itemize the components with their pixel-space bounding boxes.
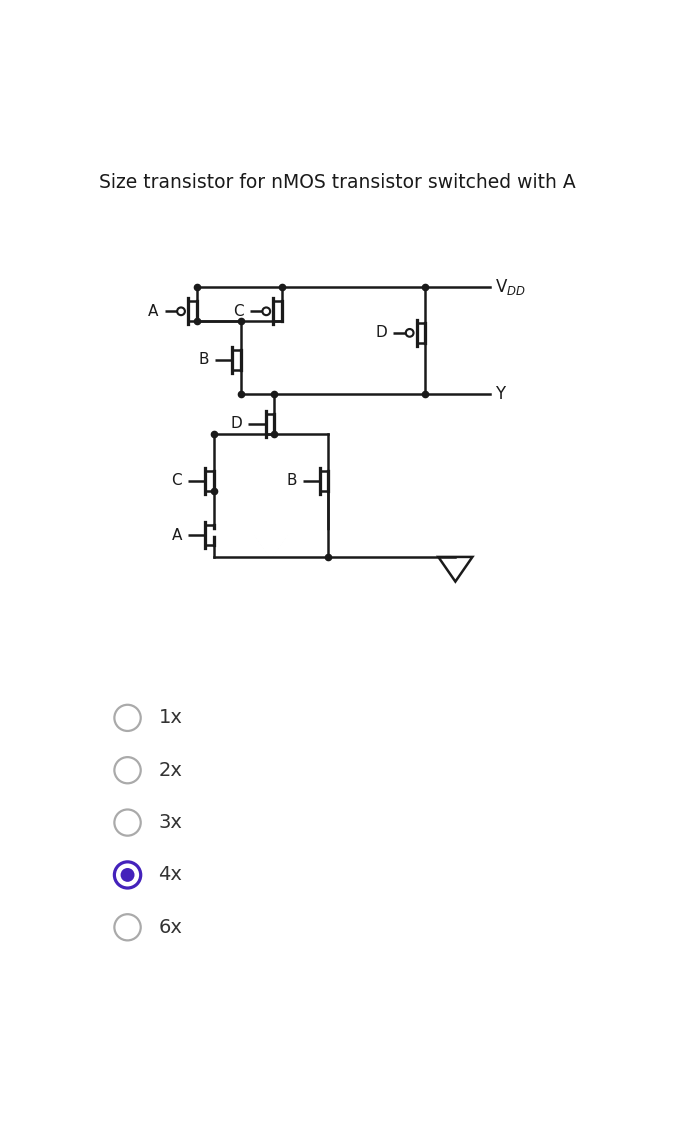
Text: A: A [172, 527, 181, 543]
Text: 1x: 1x [158, 708, 182, 728]
Text: B: B [198, 352, 209, 367]
Text: 4x: 4x [158, 866, 182, 884]
Text: 2x: 2x [158, 761, 182, 780]
Text: D: D [230, 416, 242, 431]
Text: A: A [148, 304, 158, 319]
Polygon shape [255, 533, 287, 556]
Text: 3x: 3x [158, 813, 182, 832]
Circle shape [121, 868, 135, 882]
Text: D: D [376, 325, 387, 341]
Text: C: C [233, 304, 244, 319]
Text: C: C [171, 474, 181, 488]
Text: 6x: 6x [158, 917, 182, 937]
Text: B: B [286, 474, 297, 488]
Text: Y: Y [495, 386, 505, 404]
Text: Size transistor for nMOS transistor switched with A: Size transistor for nMOS transistor swit… [99, 173, 576, 192]
Text: V$_{DD}$: V$_{DD}$ [495, 277, 526, 296]
